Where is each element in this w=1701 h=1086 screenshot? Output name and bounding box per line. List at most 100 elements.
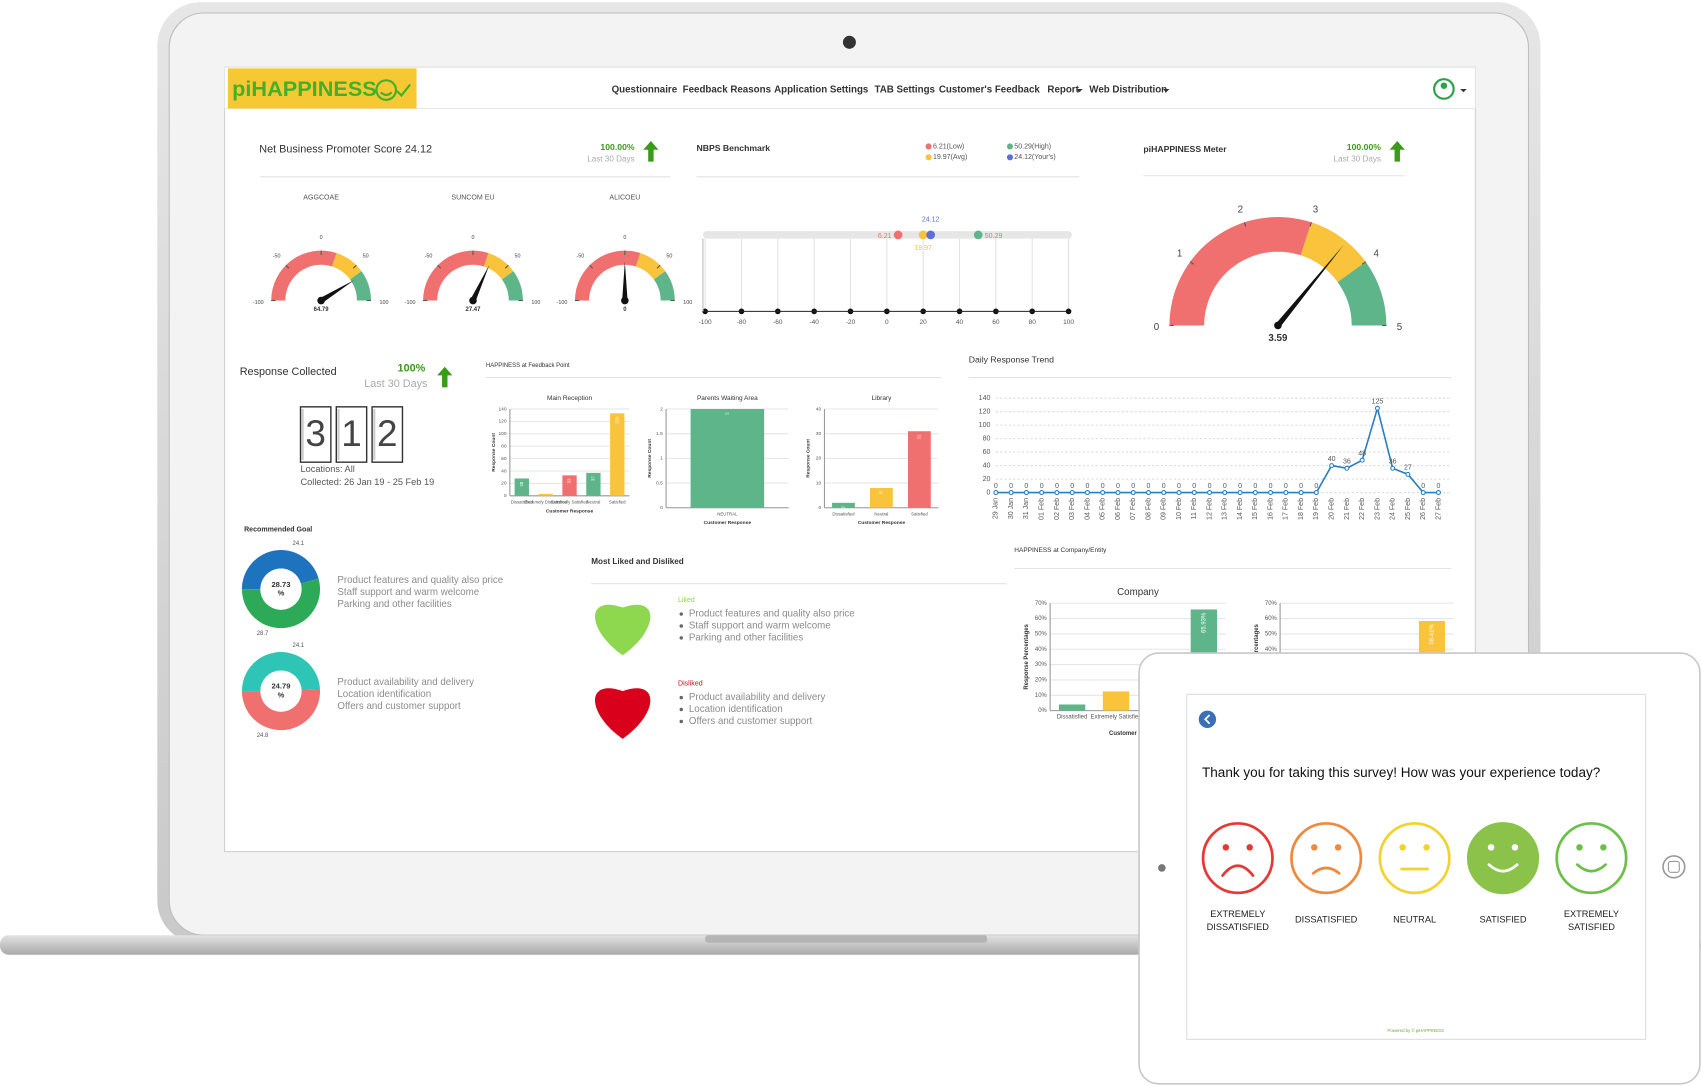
gauge-tick [352, 264, 357, 269]
y-tick-label: 10% [1035, 693, 1048, 699]
gauge-band [653, 271, 675, 301]
trend-point [1390, 465, 1396, 471]
y-tick-label: 1 [660, 456, 663, 462]
y-tick-label: 40 [816, 406, 822, 412]
group-label: Disliked [678, 680, 703, 687]
gauge-needle [622, 261, 628, 301]
gauge-tick-label: 0 [1154, 322, 1160, 333]
face-eye [1423, 844, 1430, 851]
benchmark-value: 50.29 [985, 233, 1003, 240]
x-tick-label: 15 Feb [1252, 498, 1259, 520]
face-eye [1600, 844, 1607, 851]
x-tick-label: -80 [737, 319, 747, 326]
donut-hole [260, 670, 302, 712]
trend-point [1115, 490, 1121, 496]
donut-segment [241, 578, 321, 629]
gauge-band [332, 253, 362, 280]
benchmark-value: 6.21 [878, 233, 892, 240]
back-button[interactable] [1198, 710, 1217, 728]
x-tick-label: -40 [809, 319, 819, 326]
nav-item[interactable]: Feedback Reasons [683, 85, 772, 96]
y-tick-label: 30 [816, 431, 822, 437]
bar [610, 413, 625, 496]
x-tick-label: 21 Feb [1344, 498, 1351, 520]
gauge-name: SUNCOM EU [451, 194, 494, 201]
x-tick-label: Satisfied [911, 511, 928, 516]
face-mouth [1221, 864, 1255, 877]
face-label: DISSATISFIED [1295, 914, 1358, 924]
y-tick-label: 70% [1265, 601, 1278, 607]
face[interactable] [1201, 822, 1274, 895]
face-mouth [1575, 863, 1607, 873]
gauge-tick [504, 264, 509, 269]
data-label: 0 [1223, 483, 1227, 490]
data-label: 58.41% [1430, 624, 1436, 645]
liked-item: Product features and quality also price [689, 609, 855, 620]
data-label: 27 [1404, 465, 1412, 472]
period: Last 30 Days [587, 155, 634, 164]
y-tick-label: 2 [660, 406, 663, 412]
period: Last 30 Days [364, 378, 428, 390]
nav-item[interactable]: Web Distribution [1089, 85, 1167, 96]
x-tick-label: Satisfied [609, 499, 626, 504]
x-tick-label: 02 Feb [1054, 498, 1061, 520]
y-axis-label: Response Count [491, 433, 497, 472]
chart-title: Main Reception [547, 395, 593, 402]
bar [586, 472, 601, 496]
face[interactable] [1555, 822, 1628, 895]
face-label: SATISFIED [1480, 914, 1527, 924]
legend-swatch [1006, 154, 1014, 161]
x-tick-label: 60 [992, 319, 1000, 326]
group-label: Liked [678, 597, 695, 604]
face-label: DISSATISFIED [1207, 922, 1270, 932]
bullet [679, 636, 684, 640]
face[interactable] [1290, 822, 1363, 895]
data-label: 37 [591, 476, 596, 481]
gauge-tick [1243, 222, 1247, 227]
data-label: 3 [543, 497, 548, 500]
x-tick-label: 18 Feb [1298, 498, 1305, 520]
gauge-tick-label: -100 [557, 300, 568, 306]
x-tick-label: 100 [1063, 319, 1074, 326]
gauge-tick-label: -50 [425, 253, 433, 259]
trend-point [1237, 490, 1243, 496]
face[interactable] [1466, 822, 1540, 895]
counter-digit: 2 [377, 413, 398, 454]
data-label: 40 [1328, 456, 1336, 463]
x-tick-label: Extremely Satisfied [1091, 715, 1142, 721]
gauge-needle [470, 265, 490, 302]
y-tick-label: 10 [816, 480, 822, 486]
gauge-tick-label: 100 [531, 300, 540, 306]
trend-point [1023, 490, 1029, 496]
trend-point [1008, 490, 1014, 496]
nav-item[interactable]: Questionnaire [612, 85, 678, 96]
nav-item[interactable]: TAB Settings [874, 85, 935, 96]
x-tick-label: 07 Feb [1130, 498, 1137, 520]
bullet [679, 707, 684, 712]
user-icon[interactable] [1433, 78, 1455, 100]
nav-item[interactable]: Customer's Feedback [939, 85, 1041, 96]
x-tick-label: -100 [699, 319, 712, 326]
bar [870, 487, 893, 508]
logo-smiley [375, 79, 398, 101]
goal-item: Offers and customer support [337, 701, 461, 712]
gauge-tick-label: 5 [1397, 322, 1403, 333]
tablet-home [1662, 855, 1686, 879]
gauge-hub [469, 296, 477, 305]
data-label: 28 [519, 481, 524, 486]
face[interactable] [1378, 822, 1451, 895]
x-tick-label: 25 Feb [1405, 498, 1412, 520]
donut-label: 24.1 [293, 643, 305, 649]
donut-segment [241, 550, 319, 590]
legend-swatch [1006, 143, 1014, 150]
nav-item[interactable]: Application Settings [774, 85, 869, 96]
y-tick-label: 0.5 [656, 480, 663, 486]
gauge-value: 64.79 [314, 307, 330, 313]
change: 100% [398, 363, 426, 375]
trend-point [993, 490, 999, 496]
nav-item[interactable]: Report [1047, 85, 1079, 96]
y-tick-label: 0 [987, 489, 991, 496]
y-axis-label: Response Percentages [1024, 623, 1030, 689]
